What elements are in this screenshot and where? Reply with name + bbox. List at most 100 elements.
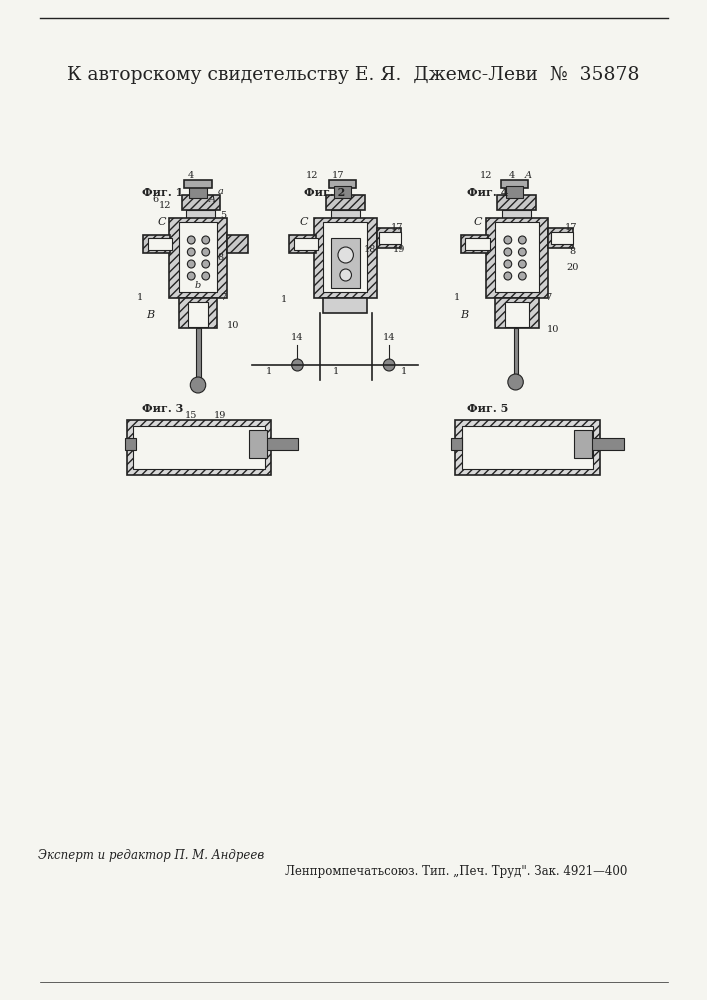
Bar	[288, 235, 316, 253]
Bar	[505, 302, 529, 327]
Bar	[324, 222, 367, 292]
Bar	[496, 298, 539, 328]
Bar	[143, 235, 170, 253]
Bar	[227, 235, 248, 253]
Bar	[134, 426, 264, 469]
Text: C: C	[300, 217, 308, 227]
Circle shape	[504, 260, 512, 268]
Text: Эксперт и редактор П. М. Андреев: Эксперт и редактор П. М. Андреев	[37, 848, 264, 861]
Bar	[179, 298, 217, 328]
Text: 20: 20	[566, 263, 579, 272]
Bar	[293, 238, 317, 250]
Bar	[327, 195, 365, 210]
Text: Фиг. 4: Фиг. 4	[467, 186, 508, 198]
Circle shape	[187, 272, 195, 280]
Circle shape	[187, 260, 195, 268]
Text: B: B	[146, 310, 154, 320]
Text: Фиг. 5: Фиг. 5	[467, 402, 508, 414]
Text: B: B	[460, 310, 469, 320]
Bar	[127, 420, 271, 475]
Bar	[249, 430, 267, 458]
Circle shape	[338, 247, 354, 263]
Text: 12: 12	[479, 170, 492, 180]
Circle shape	[202, 236, 209, 244]
Bar	[377, 228, 401, 248]
Text: 5: 5	[220, 211, 226, 220]
Bar	[179, 222, 217, 292]
Bar	[496, 222, 539, 292]
Text: 8: 8	[569, 247, 575, 256]
Bar	[188, 302, 208, 327]
Text: A: A	[525, 170, 532, 180]
Circle shape	[340, 269, 351, 281]
Text: 12: 12	[305, 170, 318, 180]
Circle shape	[187, 236, 195, 244]
Text: Фиг. 3: Фиг. 3	[141, 402, 183, 414]
Bar	[455, 420, 600, 475]
Circle shape	[202, 260, 209, 268]
Bar	[590, 438, 624, 450]
Text: 14: 14	[291, 334, 304, 342]
Bar	[497, 195, 536, 210]
Circle shape	[504, 248, 512, 256]
Bar	[551, 232, 573, 244]
Text: 10: 10	[547, 326, 559, 334]
Circle shape	[202, 272, 209, 280]
Text: 17: 17	[390, 224, 403, 232]
Bar	[513, 328, 518, 376]
Text: 15: 15	[185, 412, 197, 420]
Bar	[196, 328, 201, 378]
Bar	[465, 238, 489, 250]
Text: 17: 17	[332, 170, 344, 180]
Text: Ленпромпечатьсоюз. Тип. „Печ. Труд". Зак. 4921—400: Ленпромпечатьсоюз. Тип. „Печ. Труд". Зак…	[286, 865, 628, 879]
Bar	[502, 210, 531, 218]
Text: 14: 14	[383, 334, 395, 342]
Text: Фиг. 2: Фиг. 2	[304, 186, 345, 198]
Text: 1: 1	[333, 367, 339, 376]
Bar	[486, 218, 549, 298]
Circle shape	[518, 248, 526, 256]
Bar	[182, 195, 220, 210]
Bar	[331, 210, 360, 218]
Bar	[462, 426, 592, 469]
Text: 6: 6	[153, 196, 158, 205]
Circle shape	[202, 248, 209, 256]
Bar	[148, 238, 172, 250]
Bar	[124, 438, 136, 450]
Text: C: C	[474, 217, 482, 227]
Text: 1: 1	[454, 294, 460, 302]
Text: 7: 7	[545, 294, 551, 302]
Bar	[460, 235, 488, 253]
Bar	[314, 218, 377, 298]
Bar	[169, 218, 227, 298]
Circle shape	[518, 260, 526, 268]
Bar	[324, 298, 367, 313]
Text: 1: 1	[281, 296, 287, 304]
Text: 8: 8	[217, 252, 223, 261]
Bar	[380, 232, 401, 244]
Circle shape	[504, 272, 512, 280]
Bar	[189, 186, 206, 198]
Text: 4: 4	[508, 170, 515, 180]
Circle shape	[187, 248, 195, 256]
Bar	[185, 180, 211, 188]
Text: 1: 1	[137, 294, 144, 302]
Text: 7: 7	[220, 294, 226, 302]
Circle shape	[508, 374, 523, 390]
Bar	[329, 180, 356, 188]
Text: 10: 10	[226, 320, 239, 330]
Circle shape	[504, 236, 512, 244]
Text: b: b	[195, 280, 201, 290]
Text: 19: 19	[214, 412, 226, 420]
Bar	[506, 186, 523, 198]
Text: К авторскому свидетельству Е. Я.  Джемс-Леви  №  35878: К авторскому свидетельству Е. Я. Джемс-Л…	[67, 66, 640, 84]
Circle shape	[291, 359, 303, 371]
Circle shape	[190, 377, 206, 393]
Text: 19: 19	[392, 245, 405, 254]
Bar	[501, 180, 528, 188]
Bar	[187, 210, 216, 218]
Text: 18: 18	[363, 245, 376, 254]
Text: 4: 4	[188, 170, 194, 180]
Bar	[575, 430, 592, 458]
Bar	[331, 238, 360, 288]
